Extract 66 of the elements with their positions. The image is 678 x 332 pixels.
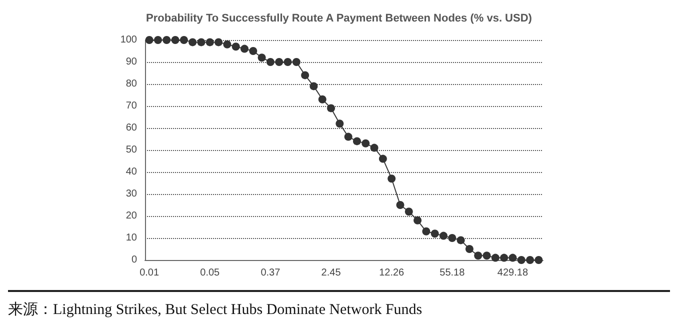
point xyxy=(526,256,534,264)
point xyxy=(404,208,413,216)
point xyxy=(362,139,370,148)
point xyxy=(275,58,284,66)
point xyxy=(197,38,206,46)
point xyxy=(258,54,266,62)
point xyxy=(145,36,154,44)
source-note: 来源：Lightning Strikes, But Select Hubs Dominate Network Funds xyxy=(8,290,670,319)
x-tick-label: 12.26 xyxy=(379,268,405,278)
point xyxy=(517,256,526,264)
point xyxy=(500,254,508,262)
x-tick-label: 429.18 xyxy=(497,268,528,278)
point xyxy=(292,58,300,66)
point xyxy=(214,38,223,46)
y-tick-label: 80 xyxy=(126,78,138,90)
point xyxy=(180,36,188,44)
point xyxy=(310,82,318,90)
point xyxy=(422,227,430,236)
point xyxy=(508,254,517,262)
point xyxy=(465,245,474,253)
point xyxy=(154,36,162,44)
point xyxy=(414,216,422,224)
point xyxy=(378,154,387,163)
y-tick-label: 40 xyxy=(126,166,138,178)
point xyxy=(456,236,465,244)
y-tick-label: 10 xyxy=(126,232,138,244)
point xyxy=(232,42,240,51)
y-tick-label: 50 xyxy=(126,144,138,156)
y-tick-label: 30 xyxy=(126,188,138,200)
point xyxy=(388,174,396,183)
point xyxy=(534,256,543,264)
x-tick-label: 0.37 xyxy=(260,268,281,278)
x-tick-label: 2.45 xyxy=(321,268,342,278)
chart-title: Probability To Successfully Route A Payment Between Nodes (% vs. USD) xyxy=(146,12,532,24)
point xyxy=(223,40,232,48)
point xyxy=(482,252,491,260)
y-tick-label: 20 xyxy=(126,210,138,222)
point xyxy=(344,132,352,141)
point xyxy=(206,38,214,46)
point xyxy=(162,36,171,44)
point xyxy=(171,36,180,44)
point xyxy=(352,137,361,146)
point xyxy=(327,104,336,112)
point xyxy=(491,254,500,262)
point xyxy=(430,230,439,238)
point xyxy=(240,44,248,53)
x-tick-label: 0.05 xyxy=(200,268,220,278)
x-tick-label: 0.01 xyxy=(140,268,160,278)
point xyxy=(474,252,482,260)
point xyxy=(266,58,274,66)
point xyxy=(318,95,326,104)
point xyxy=(249,47,258,55)
point xyxy=(396,201,404,209)
point xyxy=(448,234,456,242)
x-tick-label: 55.18 xyxy=(440,268,466,278)
point xyxy=(370,144,378,152)
y-tick-label: 100 xyxy=(120,34,138,46)
y-tick-label: 0 xyxy=(131,254,138,266)
point xyxy=(284,58,292,66)
point xyxy=(336,120,344,128)
y-tick-label: 70 xyxy=(126,100,138,112)
point xyxy=(301,71,310,80)
point xyxy=(440,232,448,240)
point xyxy=(188,38,197,46)
y-tick-label: 90 xyxy=(126,56,138,68)
y-tick-label: 60 xyxy=(126,122,138,134)
